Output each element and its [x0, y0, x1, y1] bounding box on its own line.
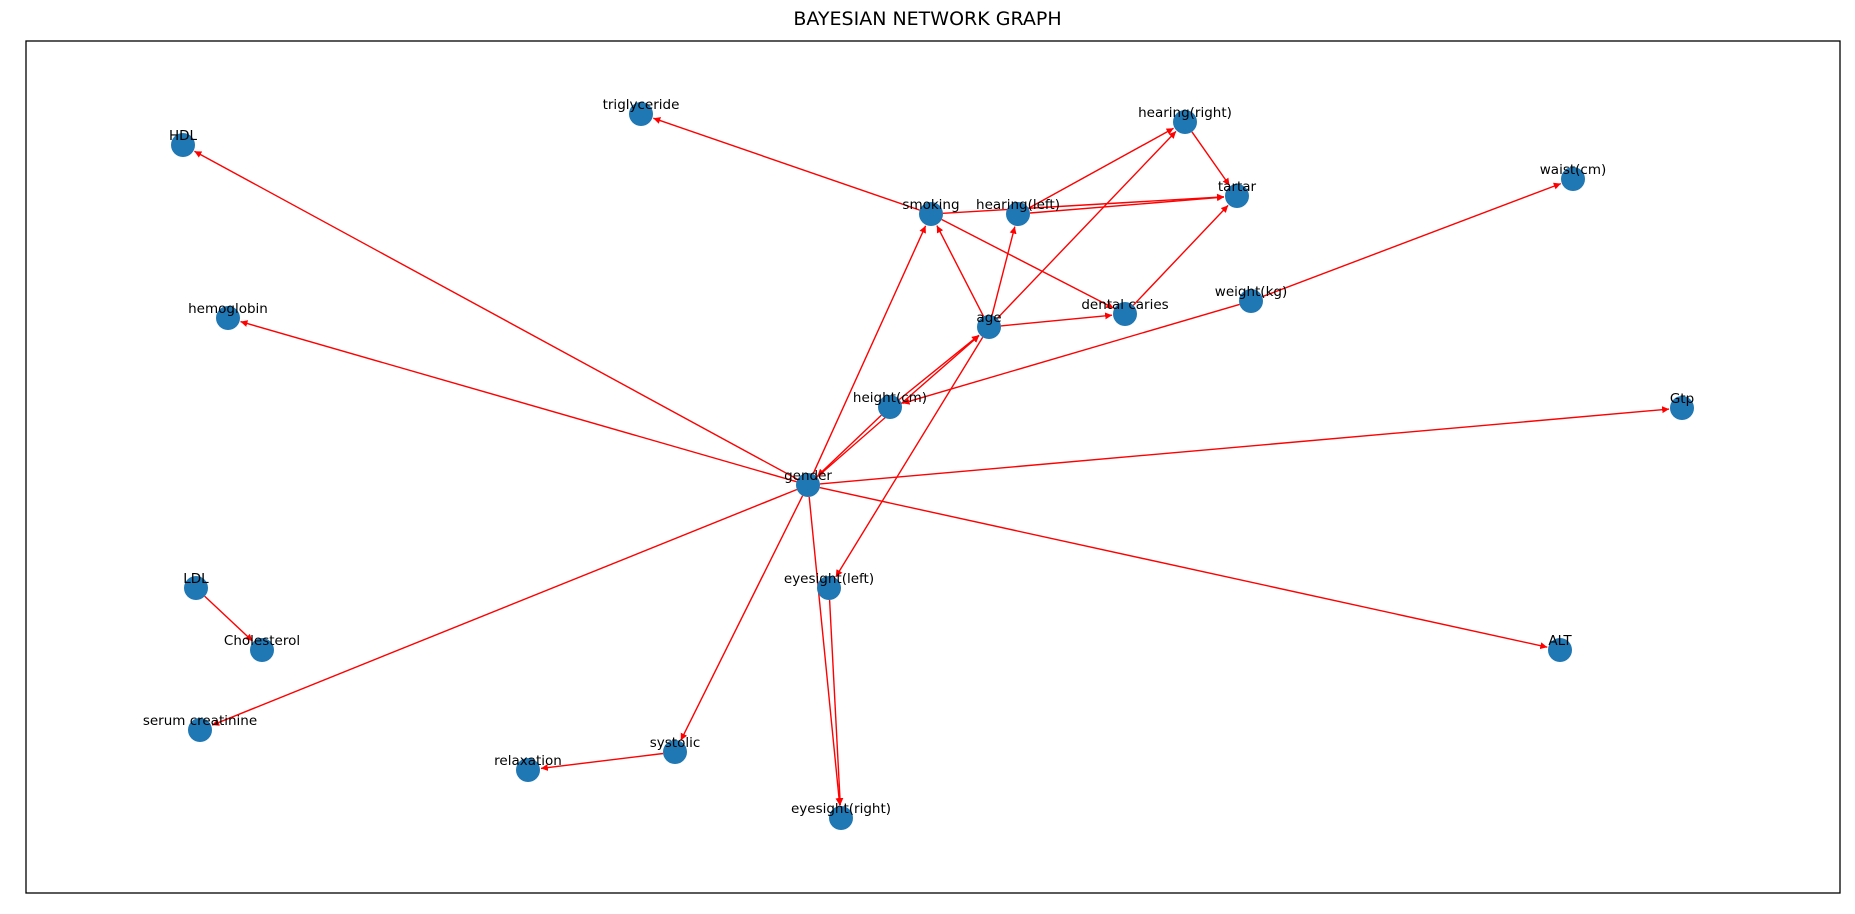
- node-label-Cholesterol: Cholesterol: [224, 633, 300, 649]
- edge-eyesight_left-to-eyesight_right: [828, 599, 844, 806]
- node-ALT: [1548, 638, 1572, 662]
- node-age: [977, 315, 1001, 339]
- edge-weight-to-height: [902, 303, 1240, 405]
- edge-height-to-gender: [816, 414, 882, 477]
- node-HDL: [171, 133, 195, 157]
- node-label-gender: gender: [784, 468, 832, 484]
- node-hearing_right: [1173, 110, 1197, 134]
- edge-age-to-hearing_left: [991, 226, 1017, 316]
- node-Cholesterol: [250, 638, 274, 662]
- node-Gtp: [1670, 396, 1694, 420]
- node-triglyceride: [629, 102, 653, 126]
- edge-weight-to-waist: [1261, 182, 1562, 298]
- edges-layer: [194, 117, 1670, 806]
- node-label-hearing_left: hearing(left): [976, 197, 1060, 213]
- edge-gender-to-smoking: [812, 225, 927, 475]
- node-dental_caries: [1113, 302, 1137, 326]
- node-systolic: [663, 740, 687, 764]
- labels-layer: triglyceride hearing(right) HDL tartar waist…: [143, 97, 1694, 817]
- edge-hearing_right-to-tartar: [1191, 131, 1231, 186]
- node-label-triglyceride: triglyceride: [603, 97, 680, 113]
- node-label-Gtp: Gtp: [1670, 391, 1694, 407]
- edge-hearing_left-to-hearing_right: [1028, 127, 1174, 209]
- edge-smoking-to-dental_caries: [941, 218, 1114, 309]
- node-label-hemoglobin: hemoglobin: [188, 301, 268, 317]
- edge-hearing_left-to-tartar: [1029, 194, 1225, 214]
- node-label-serum_creatinine: serum creatinine: [143, 713, 257, 729]
- edge-LDL-to-Cholesterol: [204, 595, 253, 642]
- node-waist: [1561, 167, 1585, 191]
- node-label-waist: waist(cm): [1540, 162, 1607, 178]
- edge-dental_caries-to-tartar: [1132, 204, 1229, 306]
- node-label-weight: weight(kg): [1215, 284, 1287, 300]
- edge-gender-to-Gtp: [819, 406, 1670, 485]
- node-eyesight_left: [817, 576, 841, 600]
- plot-frame: [25, 40, 1841, 894]
- node-gender: [796, 473, 820, 497]
- node-label-tartar: tartar: [1218, 179, 1257, 195]
- edge-gender-to-serum_creatinine: [211, 488, 798, 726]
- edge-age-to-smoking: [936, 225, 985, 317]
- node-label-height: height(cm): [853, 390, 927, 406]
- node-label-HDL: HDL: [169, 128, 198, 144]
- node-label-LDL: LDL: [183, 571, 209, 587]
- node-label-hearing_right: hearing(right): [1138, 105, 1232, 121]
- node-label-eyesight_right: eyesight(right): [791, 801, 891, 817]
- node-label-dental_caries: dental caries: [1081, 297, 1168, 313]
- node-eyesight_right: [829, 806, 853, 830]
- node-label-relaxation: relaxation: [494, 753, 562, 769]
- node-serum_creatinine: [188, 718, 212, 742]
- edge-systolic-to-relaxation: [540, 752, 664, 772]
- node-label-smoking: smoking: [902, 197, 959, 213]
- node-label-systolic: systolic: [650, 735, 701, 751]
- node-height: [878, 395, 902, 419]
- edge-age-to-hearing_right: [996, 130, 1177, 319]
- nodes-layer: [171, 102, 1694, 830]
- edge-age-to-eyesight_left: [835, 336, 984, 578]
- node-LDL: [184, 576, 208, 600]
- edge-age-to-dental_caries: [1000, 312, 1113, 327]
- edge-gender-to-systolic: [680, 495, 804, 741]
- node-label-age: age: [976, 310, 1001, 326]
- node-label-eyesight_left: eyesight(left): [784, 571, 874, 587]
- graph-title: BAYESIAN NETWORK GRAPH: [793, 8, 1062, 30]
- node-relaxation: [516, 758, 540, 782]
- node-hearing_left: [1006, 202, 1030, 226]
- edge-smoking-to-tartar: [942, 193, 1225, 214]
- edge-gender-to-ALT: [819, 486, 1548, 650]
- edge-gender-to-HDL: [194, 150, 798, 480]
- node-smoking: [919, 202, 943, 226]
- edge-height-to-age: [898, 334, 980, 401]
- node-label-ALT: ALT: [1548, 633, 1572, 649]
- node-tartar: [1225, 184, 1249, 208]
- edge-gender-to-hemoglobin: [240, 320, 797, 483]
- node-hemoglobin: [216, 306, 240, 330]
- node-weight: [1239, 289, 1263, 313]
- edge-smoking-to-triglyceride: [653, 117, 920, 211]
- edge-gender-to-eyesight_right: [808, 496, 843, 806]
